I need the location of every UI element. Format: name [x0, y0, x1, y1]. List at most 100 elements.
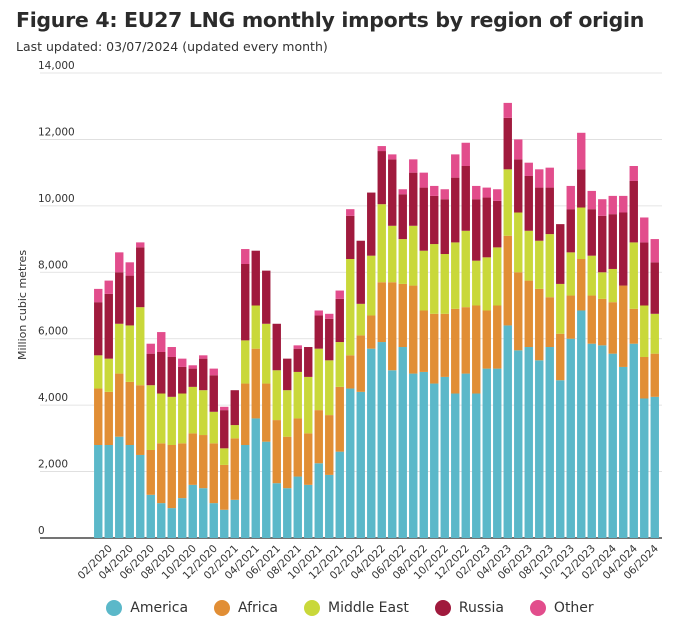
stacked-bar-chart: 02,0004,0006,0008,00010,00012,00014,000 … [16, 60, 662, 582]
bar-segment-middle-east [104, 358, 113, 392]
bar-segment-america [94, 445, 103, 538]
legend-swatch [214, 600, 231, 616]
bar-segment-middle-east [241, 340, 250, 384]
bar-segment-middle-east [146, 385, 155, 450]
bar-segment-middle-east [262, 323, 271, 384]
bar-segment-other [430, 185, 439, 196]
bar-segment-other [482, 187, 491, 198]
bar-segment-africa [419, 310, 428, 372]
bar-segment-africa [388, 282, 397, 371]
bar-segment-africa [209, 443, 218, 504]
bar-segment-middle-east [598, 272, 607, 299]
bar-segment-africa [356, 335, 365, 392]
bar-segment-africa [650, 353, 659, 397]
bar-segment-africa [566, 295, 575, 339]
bar-segment-africa [440, 313, 449, 377]
bar-segment-russia [493, 200, 502, 248]
bar-segment-africa [409, 285, 418, 374]
bar-segment-africa [157, 443, 166, 504]
bar-segment-other [388, 154, 397, 160]
bar-segment-other [136, 242, 145, 248]
bar-segment-russia [608, 214, 617, 269]
bar-segment-middle-east [629, 242, 638, 309]
bar-segment-africa [125, 381, 134, 445]
bar-segment-africa [545, 297, 554, 348]
bar-segment-russia [115, 272, 124, 324]
bar-segment-other [167, 347, 176, 357]
bar-segment-middle-east [398, 239, 407, 284]
bar-segment-middle-east [94, 355, 103, 389]
bar-segment-other [115, 252, 124, 273]
legend-swatch [529, 600, 546, 616]
y-tick-label: 0 [38, 525, 45, 537]
y-tick-label: 6,000 [38, 326, 68, 338]
bar-segment-america [388, 370, 397, 538]
bar-segment-africa [262, 383, 271, 442]
bar-segment-america [451, 393, 460, 538]
bar-segment-africa [629, 308, 638, 344]
legend-label: America [130, 600, 189, 616]
bar-segment-america [619, 366, 628, 538]
bar-segment-russia [388, 159, 397, 226]
bar-segment-middle-east [367, 255, 376, 316]
bar-segment-russia [356, 240, 365, 304]
bar-segment-africa [524, 280, 533, 348]
bar-segment-america [230, 499, 239, 538]
bar-segment-africa [398, 283, 407, 348]
bar-segment-america [587, 343, 596, 538]
bar-segment-other [346, 209, 355, 216]
bar-segment-russia [587, 209, 596, 256]
bar-segment-africa [325, 415, 334, 475]
bar-segment-other [409, 159, 418, 173]
bar-segment-america [157, 503, 166, 539]
bar-segment-middle-east [293, 371, 302, 419]
bar-segment-africa [472, 305, 481, 394]
bar-segment-america [398, 347, 407, 538]
bar-segment-middle-east [125, 325, 134, 382]
bar-segment-africa [314, 410, 323, 464]
bar-segment-middle-east [157, 393, 166, 444]
bar-segment-america [598, 345, 607, 538]
bar-segment-america [304, 484, 313, 538]
bar-segment-russia [272, 323, 281, 371]
legend: America Africa Middle East Russia Other [0, 600, 700, 616]
bar-segment-america [104, 445, 113, 538]
legend-item-africa: Africa [214, 600, 278, 616]
bar-segment-other [325, 313, 334, 319]
bar-segment-africa [608, 302, 617, 354]
bar-segment-africa [367, 315, 376, 349]
bar-segment-russia [335, 298, 344, 343]
bar-segment-russia [94, 302, 103, 356]
bar-segment-russia [640, 242, 649, 306]
bar-segment-africa [514, 272, 523, 351]
bar-segment-russia [650, 262, 659, 314]
legend-item-middle-east: Middle East [303, 600, 409, 616]
bar-segment-other [293, 345, 302, 349]
bar-segment-middle-east [272, 370, 281, 421]
bar-segment-america [251, 418, 260, 538]
bar-segment-middle-east [640, 305, 649, 357]
bar-segment-middle-east [608, 268, 617, 303]
bar-segment-russia [472, 199, 481, 261]
bar-segment-russia [440, 199, 449, 255]
bar-segment-america [514, 350, 523, 538]
bar-segment-russia [325, 318, 334, 361]
bar-segment-russia [503, 117, 512, 170]
bar-segment-africa [251, 348, 260, 419]
bar-segment-africa [346, 355, 355, 389]
bar-segment-middle-east [493, 247, 502, 306]
bar-segment-other [524, 162, 533, 176]
bar-segment-africa [598, 298, 607, 346]
bar-segment-america [115, 436, 124, 538]
chart-subtitle: Last updated: 03/07/2024 (updated every … [16, 39, 328, 54]
legend-item-america: America [106, 600, 188, 616]
bar-segment-africa [556, 333, 565, 381]
bar-segment-russia [377, 151, 386, 205]
bar-segment-russia [629, 180, 638, 243]
bar-segment-middle-east [461, 230, 470, 308]
bar-segment-russia [598, 215, 607, 273]
bar-segment-america [356, 391, 365, 538]
bar-segment-middle-east [335, 342, 344, 387]
bar-segment-other [314, 310, 323, 316]
bar-segment-other [335, 290, 344, 299]
